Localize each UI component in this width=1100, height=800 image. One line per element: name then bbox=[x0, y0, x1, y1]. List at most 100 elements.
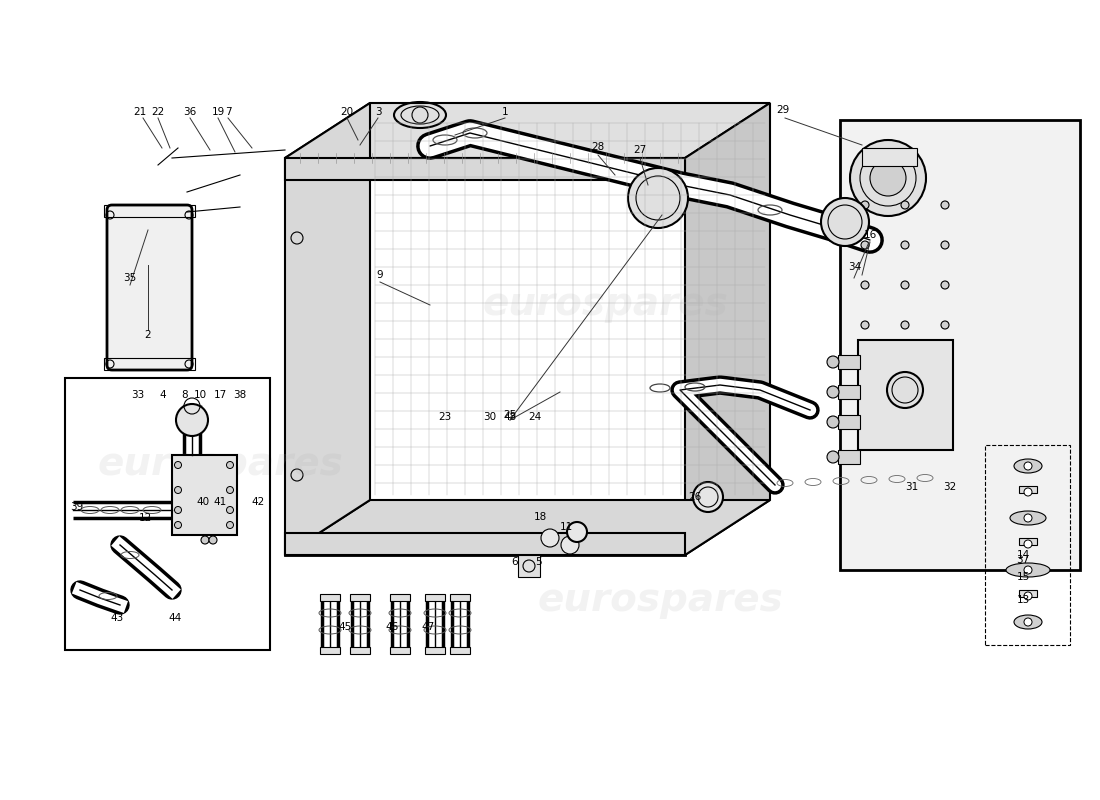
Circle shape bbox=[1024, 488, 1032, 496]
Circle shape bbox=[227, 486, 233, 494]
Text: 17: 17 bbox=[213, 390, 227, 400]
Bar bbox=[1019, 590, 1037, 597]
Circle shape bbox=[861, 201, 869, 209]
Bar bbox=[518, 555, 540, 577]
Bar bbox=[450, 594, 470, 601]
Ellipse shape bbox=[1014, 615, 1042, 629]
Circle shape bbox=[1024, 540, 1032, 548]
Polygon shape bbox=[285, 500, 770, 555]
Bar bbox=[862, 148, 917, 166]
Circle shape bbox=[827, 451, 839, 463]
Circle shape bbox=[901, 321, 909, 329]
Bar bbox=[425, 594, 446, 601]
Bar bbox=[425, 647, 446, 654]
Text: 34: 34 bbox=[848, 262, 861, 272]
Text: 36: 36 bbox=[184, 107, 197, 117]
Circle shape bbox=[227, 506, 233, 514]
Text: 43: 43 bbox=[110, 613, 123, 623]
Text: 41: 41 bbox=[213, 497, 227, 507]
Text: 18: 18 bbox=[534, 512, 547, 522]
Text: 44: 44 bbox=[168, 613, 182, 623]
Circle shape bbox=[1024, 566, 1032, 574]
Text: 4: 4 bbox=[160, 390, 166, 400]
Text: 32: 32 bbox=[944, 482, 957, 492]
Text: 27: 27 bbox=[634, 145, 647, 155]
Bar bbox=[285, 158, 685, 180]
Circle shape bbox=[887, 372, 923, 408]
Bar bbox=[984, 445, 1070, 645]
Text: 16: 16 bbox=[864, 230, 877, 240]
Text: 46: 46 bbox=[385, 622, 398, 632]
Bar bbox=[320, 647, 340, 654]
Bar bbox=[390, 594, 410, 601]
Text: 39: 39 bbox=[70, 502, 84, 512]
Text: 42: 42 bbox=[252, 497, 265, 507]
Circle shape bbox=[827, 386, 839, 398]
Bar bbox=[838, 355, 860, 369]
Circle shape bbox=[175, 486, 182, 494]
Circle shape bbox=[561, 536, 579, 554]
Text: 33: 33 bbox=[131, 390, 144, 400]
Circle shape bbox=[1024, 618, 1032, 626]
Bar bbox=[320, 594, 340, 601]
Text: 22: 22 bbox=[152, 107, 165, 117]
Polygon shape bbox=[285, 158, 685, 555]
Bar bbox=[65, 378, 270, 650]
Bar bbox=[1019, 486, 1037, 493]
Circle shape bbox=[850, 140, 926, 216]
FancyBboxPatch shape bbox=[107, 205, 192, 370]
Text: 47: 47 bbox=[421, 622, 434, 632]
Circle shape bbox=[861, 241, 869, 249]
Circle shape bbox=[176, 404, 208, 436]
Circle shape bbox=[827, 356, 839, 368]
Text: 14: 14 bbox=[1016, 550, 1030, 560]
Text: 13: 13 bbox=[1016, 595, 1030, 605]
Circle shape bbox=[1024, 514, 1032, 522]
Text: 28: 28 bbox=[592, 142, 605, 152]
Text: 38: 38 bbox=[233, 390, 246, 400]
Text: 37: 37 bbox=[1016, 555, 1030, 565]
Ellipse shape bbox=[1010, 511, 1046, 525]
Circle shape bbox=[628, 168, 688, 228]
Text: 12: 12 bbox=[139, 513, 152, 523]
Text: eurospares: eurospares bbox=[537, 581, 783, 619]
Circle shape bbox=[861, 281, 869, 289]
Circle shape bbox=[861, 321, 869, 329]
Bar bbox=[390, 647, 410, 654]
Text: 35: 35 bbox=[123, 273, 136, 283]
Circle shape bbox=[940, 241, 949, 249]
Text: 23: 23 bbox=[439, 412, 452, 422]
Circle shape bbox=[1024, 592, 1032, 600]
Circle shape bbox=[175, 506, 182, 514]
Bar bbox=[858, 340, 953, 450]
Circle shape bbox=[821, 198, 869, 246]
Circle shape bbox=[209, 536, 217, 544]
Bar bbox=[172, 455, 236, 535]
Circle shape bbox=[175, 462, 182, 469]
Circle shape bbox=[412, 107, 428, 123]
Polygon shape bbox=[285, 103, 770, 158]
Ellipse shape bbox=[1014, 459, 1042, 473]
Circle shape bbox=[940, 201, 949, 209]
Circle shape bbox=[940, 321, 949, 329]
Text: 30: 30 bbox=[483, 412, 496, 422]
Text: 1: 1 bbox=[502, 107, 508, 117]
Text: 48: 48 bbox=[504, 412, 517, 422]
Bar bbox=[450, 647, 470, 654]
Text: 24: 24 bbox=[528, 412, 541, 422]
Polygon shape bbox=[285, 103, 370, 555]
Bar bbox=[840, 120, 1080, 570]
Text: eurospares: eurospares bbox=[482, 285, 728, 323]
Text: eurospares: eurospares bbox=[97, 445, 343, 483]
Bar bbox=[1019, 538, 1037, 545]
Text: 21: 21 bbox=[133, 107, 146, 117]
Circle shape bbox=[566, 522, 587, 542]
Text: 31: 31 bbox=[905, 482, 918, 492]
Text: 11: 11 bbox=[560, 522, 573, 532]
Text: 29: 29 bbox=[777, 105, 790, 115]
Circle shape bbox=[201, 536, 209, 544]
Circle shape bbox=[175, 522, 182, 529]
Circle shape bbox=[693, 482, 723, 512]
Circle shape bbox=[227, 462, 233, 469]
Text: 10: 10 bbox=[194, 390, 207, 400]
